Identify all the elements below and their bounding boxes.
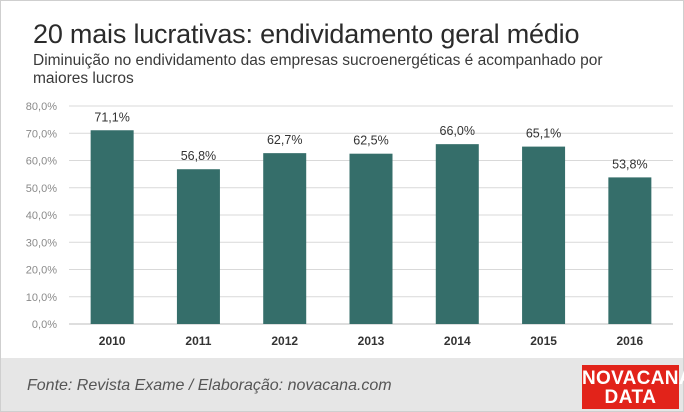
data-label: 62,5% [353,134,388,148]
novacana-data-logo: NOVACANA DATA [582,365,684,409]
chart-title: 20 mais lucrativas: endividamento geral … [33,19,580,49]
y-tick-label: 0,0% [32,319,57,331]
y-tick-label: 60,0% [26,156,57,168]
x-tick-label: 2015 [530,334,557,348]
logo-text-data: DATA [604,387,657,408]
x-tick-label: 2014 [444,334,471,348]
data-label: 71,1% [94,110,129,124]
logo-text-novacana: NOVACANA [582,368,684,389]
source-note: Fonte: Revista Exame / Elaboração: novac… [27,377,392,394]
bar-2016 [608,177,652,324]
bar-2010 [90,130,134,324]
x-tick-label: 2012 [271,334,298,348]
bars [90,130,652,324]
data-label: 62,7% [267,133,302,147]
data-label: 65,1% [526,127,561,141]
bar-2015 [522,146,566,324]
data-label: 53,8% [612,157,647,171]
bar-2011 [176,169,220,324]
x-tick-label: 2013 [358,334,385,348]
y-tick-label: 70,0% [26,128,57,140]
y-tick-label: 30,0% [26,237,57,249]
data-label: 56,8% [181,149,216,163]
y-tick-label: 50,0% [26,183,57,195]
x-tick-label: 2016 [617,334,644,348]
y-tick-label: 10,0% [26,292,57,304]
bar-2012 [263,153,307,324]
data-label: 66,0% [440,124,475,138]
bar-2014 [435,144,479,324]
bar-2013 [349,153,393,324]
y-tick-label: 40,0% [26,210,57,222]
chart-subtitle: Diminuição no endividamento das empresas… [33,52,603,87]
data-labels: 71,1% 56,8% 62,7% 62,5% 66,0% 65,1% 53,8% [94,110,647,171]
y-tick-label: 80,0% [26,101,57,113]
x-tick-label: 2011 [185,334,211,348]
y-tick-label: 20,0% [26,265,57,277]
footer-bar: Fonte: Revista Exame / Elaboração: novac… [1,358,684,411]
y-axis-tick-labels: 0,0% 10,0% 20,0% 30,0% 40,0% 50,0% 60,0% 70,0% 8… [26,101,57,331]
bar-chart: 0,0% 10,0% 20,0% 30,0% 40,0% 50,0% 60,0% 70,0% 8… [26,101,673,348]
x-tick-label: 2010 [99,334,126,348]
x-axis-tick-labels: 2010 2011 2012 2013 2014 2015 2016 [99,334,644,348]
